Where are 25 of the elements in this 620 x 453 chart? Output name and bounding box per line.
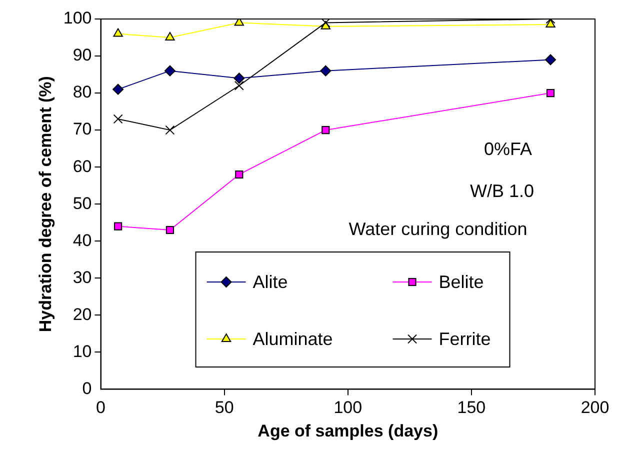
annotation: 0%FA bbox=[484, 138, 532, 159]
y-tick-label: 70 bbox=[72, 120, 92, 139]
legend-label: Ferrite bbox=[438, 328, 491, 349]
x-tick-label: 0 bbox=[96, 398, 106, 418]
y-axis-title: Hydration degree of cement (%) bbox=[36, 76, 55, 332]
x-tick-label: 100 bbox=[334, 398, 362, 418]
legend-label: Aluminate bbox=[252, 328, 333, 349]
y-tick-label: 80 bbox=[72, 82, 92, 102]
x-axis-title: Age of samples (days) bbox=[258, 421, 438, 440]
legend-label: Belite bbox=[438, 272, 484, 292]
legend-label: Alite bbox=[252, 272, 288, 292]
y-tick-label: 0 bbox=[82, 378, 92, 398]
annotation: W/B 1.0 bbox=[470, 180, 534, 201]
x-tick-label: 200 bbox=[580, 398, 610, 418]
x-tick-label: 150 bbox=[457, 398, 486, 418]
y-tick-label: 90 bbox=[72, 46, 92, 65]
x-tick-label: 50 bbox=[214, 398, 234, 418]
annotation: Water curing condition bbox=[348, 218, 528, 239]
y-tick-label: 20 bbox=[72, 304, 92, 324]
y-tick-label: 10 bbox=[72, 342, 92, 361]
y-tick-label: 30 bbox=[72, 268, 92, 287]
y-tick-label: 50 bbox=[72, 194, 92, 213]
y-tick-label: 40 bbox=[72, 230, 92, 250]
y-tick-label: 100 bbox=[63, 8, 92, 28]
y-tick-label: 60 bbox=[72, 156, 92, 176]
